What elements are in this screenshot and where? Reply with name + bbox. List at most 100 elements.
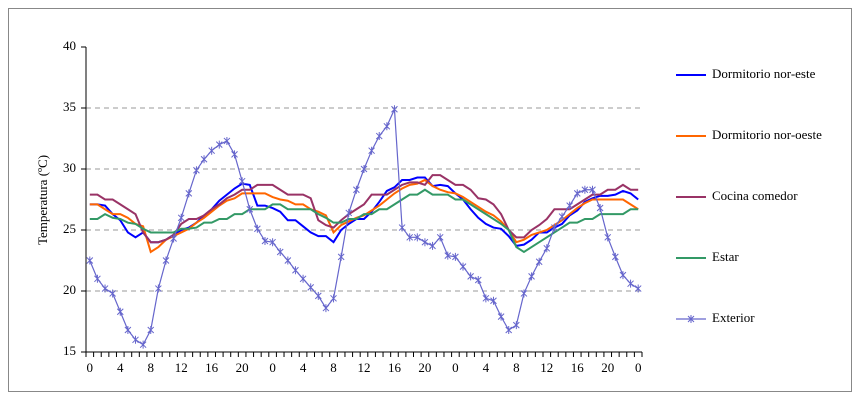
series-line [89,188,639,254]
point-marker [535,257,543,266]
point-marker [345,208,353,217]
point-marker [558,212,566,221]
x-tick-label: 0 [452,360,459,375]
point-marker [208,146,216,155]
y-tick-label: 25 [63,221,76,236]
legend-label: Exterior [712,310,755,325]
point-marker [124,326,132,335]
point-marker [634,284,642,293]
point-marker [170,234,177,243]
point-marker [360,165,368,173]
point-marker [139,340,147,349]
x-tick-label: 16 [388,360,402,375]
x-tick-label: 0 [87,360,94,375]
point-marker [436,233,444,242]
point-marker [200,155,208,164]
legend-label: Estar [712,249,739,264]
point-marker [299,274,307,283]
x-tick-label: 20 [236,360,249,375]
x-tick-label: 20 [601,360,614,375]
point-marker [261,236,269,245]
series-line [89,178,639,254]
point-marker [147,326,155,335]
legend-label: Dormitorio nor-este [712,66,816,81]
point-marker [276,247,284,256]
x-tick-label: 0 [269,360,276,375]
point-marker [398,223,406,232]
point-marker [246,205,254,214]
point-marker [505,326,513,335]
point-marker [551,223,558,232]
point-marker [132,335,139,344]
point-marker [619,271,627,280]
point-marker [330,294,337,303]
point-marker [254,224,261,233]
point-marker [512,321,520,330]
point-marker [581,185,589,194]
point-marker [452,252,459,261]
point-marker [162,256,170,265]
series-line [89,174,639,244]
y-tick-label: 35 [63,99,76,114]
point-marker [337,252,345,261]
point-marker [490,296,497,305]
point-marker [368,146,375,155]
point-marker [497,312,505,321]
point-marker [413,233,421,242]
y-tick-label: 20 [63,282,76,297]
y-tick-label: 40 [63,38,76,53]
point-marker [238,177,246,186]
point-marker [459,262,467,271]
point-marker [353,185,360,194]
x-tick-label: 12 [175,360,188,375]
point-marker [566,201,573,210]
x-tick-label: 20 [418,360,431,375]
point-marker [391,105,398,114]
point-marker [185,189,193,198]
legend-marker [687,315,695,323]
point-marker [429,241,436,250]
x-tick-label: 8 [330,360,337,375]
point-marker [589,185,596,194]
x-tick-label: 16 [571,360,585,375]
point-marker [520,289,528,298]
point-marker [116,307,124,316]
y-tick-label: 30 [63,160,76,175]
point-marker [421,238,429,247]
x-tick-label: 4 [483,360,490,375]
point-marker [193,166,200,175]
point-marker [177,213,185,222]
point-marker [467,272,474,281]
point-marker [109,289,117,298]
x-tick-label: 4 [300,360,307,375]
point-marker [101,284,109,293]
point-marker [482,294,490,303]
point-marker [269,238,276,247]
point-marker [292,266,299,275]
x-tick-label: 4 [117,360,124,375]
point-marker [86,256,94,265]
point-marker [284,256,292,265]
point-marker [406,233,414,242]
y-tick-label: 15 [63,343,76,358]
point-marker [528,272,535,281]
y-axis-label: Temperatura (ºC) [35,155,50,245]
x-tick-label: 12 [358,360,371,375]
point-marker [223,136,231,145]
legend-label: Cocina comedor [712,188,798,203]
point-marker [307,283,315,292]
point-marker [215,140,223,149]
x-tick-label: 12 [540,360,553,375]
x-tick-label: 8 [513,360,520,375]
x-tick-label: 8 [147,360,154,375]
point-marker [383,122,391,131]
point-marker [627,279,634,288]
point-marker [604,233,612,242]
point-marker [322,304,330,313]
point-marker [543,244,551,253]
point-marker [611,252,619,261]
point-marker [573,189,581,198]
x-tick-label: 0 [635,360,642,375]
